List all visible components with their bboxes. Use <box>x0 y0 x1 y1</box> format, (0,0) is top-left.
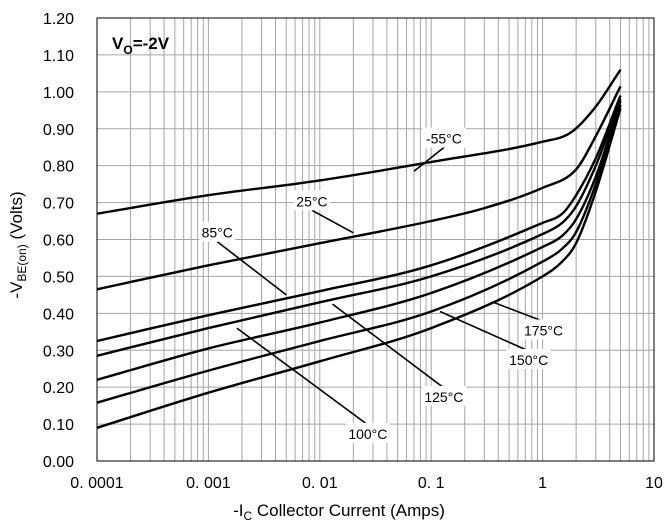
y-tick-label: 0.70 <box>43 196 74 213</box>
y-axis-title: -VBE(on) (Volts) <box>7 191 29 298</box>
series-line-3 <box>96 98 622 357</box>
leader-line-1 <box>311 209 354 234</box>
series-line-4 <box>96 100 622 381</box>
y-tick-label: 1.00 <box>43 85 74 102</box>
y-tick-label: 0.90 <box>43 122 74 139</box>
leader-line-0 <box>413 146 445 172</box>
series-line-0 <box>96 69 622 215</box>
xlabel-post: Collector Current (Amps) <box>252 501 445 520</box>
curve-label-5: 150°C <box>509 352 548 368</box>
y-tick-label: 1.10 <box>43 48 74 65</box>
curve-label-4: 125°C <box>424 389 463 405</box>
condition-rest: =-2V <box>133 34 170 53</box>
y-tick-label: 0.20 <box>43 380 74 397</box>
tick-labels: 0.00 0.10 0.20 0.30 0.40 0.50 0.60 0.70 0.80 0.90… <box>43 11 663 492</box>
x-tick-label: 0. 1 <box>418 475 445 492</box>
curve-label-bg-1 <box>293 190 330 211</box>
y-tick-label: 0.80 <box>43 159 74 176</box>
x-tick-label: 0. 001 <box>186 475 231 492</box>
curve-labels: -55°C 25°C 85°C 100°C 125°C 150°C 175°C <box>199 127 566 443</box>
x-tick-label: 1 <box>538 475 547 492</box>
curve-label-bg-4 <box>421 385 466 406</box>
leader-line-2 <box>216 241 287 296</box>
curve-label-bg-5 <box>506 349 551 370</box>
ylabel-post: (Volts) <box>7 191 26 244</box>
leader-line-5 <box>439 310 530 352</box>
curve-label-6: 175°C <box>524 322 563 338</box>
plot-frame <box>96 17 655 462</box>
series-line-1 <box>96 85 622 291</box>
curve-label-3: 100°C <box>348 426 387 442</box>
y-tick-label: 0.00 <box>43 454 74 471</box>
x-axis-title: -IC Collector Current (Amps) <box>233 501 445 523</box>
x-tick-label: 0. 01 <box>302 475 338 492</box>
curve-label-1: 25°C <box>296 193 327 209</box>
x-tick-label: 10 <box>645 475 663 492</box>
condition-sub: O <box>123 43 132 57</box>
y-tick-label: 1.20 <box>43 11 74 28</box>
condition-annotation: VO=-2V <box>112 34 170 57</box>
curve-label-0: -55°C <box>426 131 462 147</box>
series-line-5 <box>96 104 622 404</box>
curve-label-bg-2 <box>199 221 236 242</box>
ylabel-pre: -V <box>7 281 26 299</box>
y-tick-label: 0.60 <box>43 233 74 250</box>
curve-label-bg-0 <box>421 127 466 148</box>
ylabel-sub: BE(on) <box>15 244 29 281</box>
leader-line-3 <box>236 327 369 426</box>
series-line-2 <box>96 95 622 343</box>
x-tick-label: 0. 0001 <box>70 475 123 492</box>
grid <box>96 17 654 462</box>
condition-main: V <box>112 34 124 53</box>
curve-label-bg-3 <box>345 422 390 443</box>
leader-line-6 <box>492 301 544 323</box>
xlabel-sub: C <box>244 509 253 523</box>
y-tick-label: 0.30 <box>43 343 74 360</box>
y-tick-label: 0.40 <box>43 306 74 323</box>
leader-line-4 <box>332 303 445 389</box>
y-tick-label: 0.10 <box>43 417 74 434</box>
curve-label-bg-6 <box>521 319 566 340</box>
xlabel-pre: -I <box>233 501 243 520</box>
series-line-6 <box>96 108 622 429</box>
series-lines <box>96 69 622 429</box>
curve-label-2: 85°C <box>202 225 233 241</box>
y-tick-label: 0.50 <box>43 269 74 286</box>
